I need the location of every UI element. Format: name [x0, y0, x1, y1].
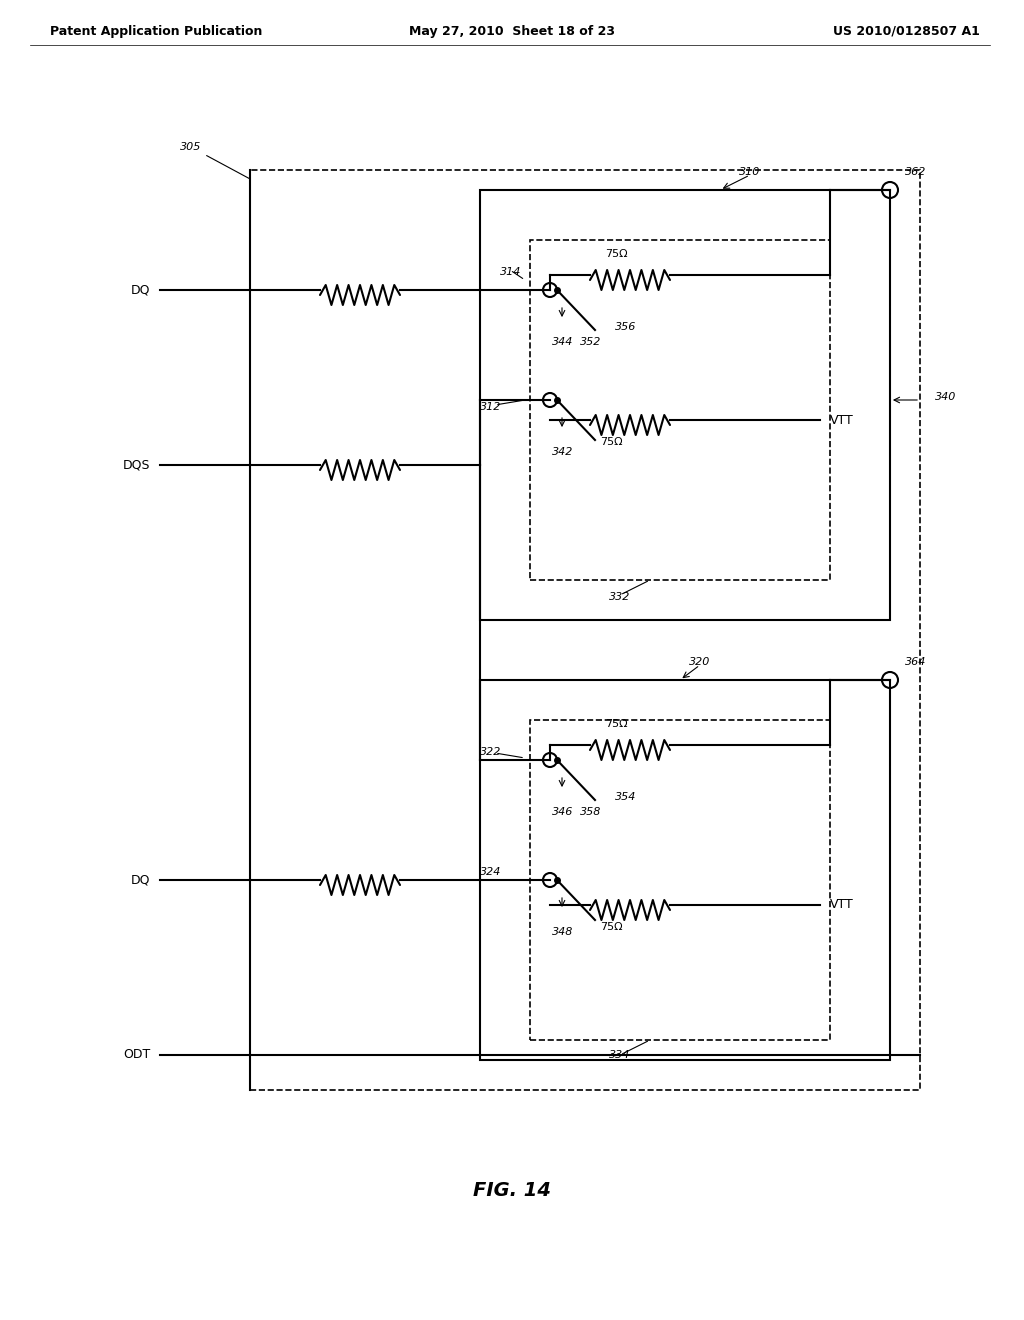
Text: US 2010/0128507 A1: US 2010/0128507 A1	[834, 25, 980, 38]
Text: 332: 332	[609, 591, 631, 602]
Text: 75Ω: 75Ω	[600, 437, 623, 447]
Text: VTT: VTT	[830, 413, 854, 426]
Text: DQ: DQ	[130, 874, 150, 887]
Text: 320: 320	[689, 657, 711, 667]
Text: 356: 356	[615, 322, 636, 333]
Text: Patent Application Publication: Patent Application Publication	[50, 25, 262, 38]
Text: 305: 305	[180, 143, 250, 178]
Text: 324: 324	[480, 867, 502, 876]
Text: 354: 354	[615, 792, 636, 803]
Text: May 27, 2010  Sheet 18 of 23: May 27, 2010 Sheet 18 of 23	[409, 25, 615, 38]
Text: DQ: DQ	[130, 284, 150, 297]
Text: 342: 342	[552, 447, 573, 457]
Text: 362: 362	[905, 168, 927, 177]
Text: 364: 364	[905, 657, 927, 667]
Text: 352: 352	[580, 337, 601, 347]
Text: 348: 348	[552, 927, 573, 937]
Text: ODT: ODT	[123, 1048, 150, 1061]
Text: 75Ω: 75Ω	[605, 249, 628, 259]
Text: 75Ω: 75Ω	[600, 921, 623, 932]
Text: DQS: DQS	[123, 458, 150, 471]
Text: 310: 310	[739, 168, 761, 177]
Text: 322: 322	[480, 747, 502, 756]
Text: 340: 340	[935, 392, 956, 403]
Text: 346: 346	[552, 807, 573, 817]
Text: 334: 334	[609, 1049, 631, 1060]
Text: FIG. 14: FIG. 14	[473, 1180, 551, 1200]
Text: VTT: VTT	[830, 899, 854, 912]
Text: 75Ω: 75Ω	[605, 719, 628, 729]
Text: 312: 312	[480, 403, 502, 412]
Text: 358: 358	[580, 807, 601, 817]
Text: 314: 314	[500, 267, 521, 277]
Text: 344: 344	[552, 337, 573, 347]
